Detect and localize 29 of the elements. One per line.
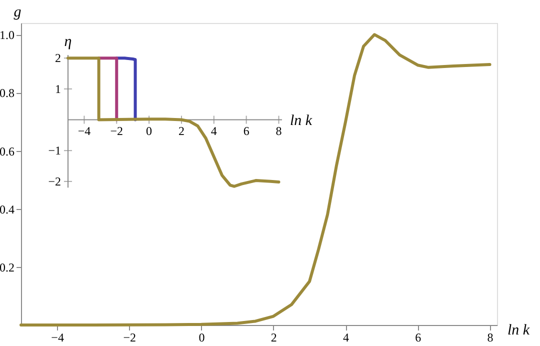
x-tick-label: −4 <box>51 330 64 344</box>
y-axis-title: g <box>14 4 22 20</box>
x-tick-label: 0 <box>198 330 205 344</box>
y-tick-label: −1 <box>48 144 61 158</box>
x-tick-label: 6 <box>415 330 422 344</box>
x-tick-label: 8 <box>276 124 282 138</box>
x-tick-label: −4 <box>78 124 91 138</box>
y-tick-label: 1.0 <box>0 28 14 42</box>
x-tick-label: 8 <box>487 330 494 344</box>
x-tick-label: 4 <box>210 124 217 138</box>
y-tick-label: 0.8 <box>0 86 14 100</box>
x-tick-label: 0 <box>146 124 152 138</box>
y-axis-title: η <box>64 34 72 50</box>
x-tick-label: −2 <box>110 124 124 138</box>
x-tick-label: 6 <box>243 124 250 138</box>
y-tick-label: 0.4 <box>0 202 14 216</box>
y-tick-label: 2 <box>55 51 61 66</box>
y-tick-label: 1 <box>55 82 61 96</box>
x-tick-label: 4 <box>343 330 350 344</box>
x-tick-label: −2 <box>123 330 136 344</box>
y-tick-label: 0.2 <box>0 260 14 274</box>
x-tick-label: 2 <box>178 124 184 138</box>
y-tick-label: −2 <box>48 174 61 188</box>
x-axis-title: ln k <box>290 112 312 129</box>
line-series <box>115 56 137 122</box>
line-series <box>20 33 492 326</box>
x-axis-title: ln k <box>508 322 530 338</box>
y-tick-label: 0.6 <box>0 144 14 158</box>
x-tick-label: 2 <box>270 330 277 344</box>
